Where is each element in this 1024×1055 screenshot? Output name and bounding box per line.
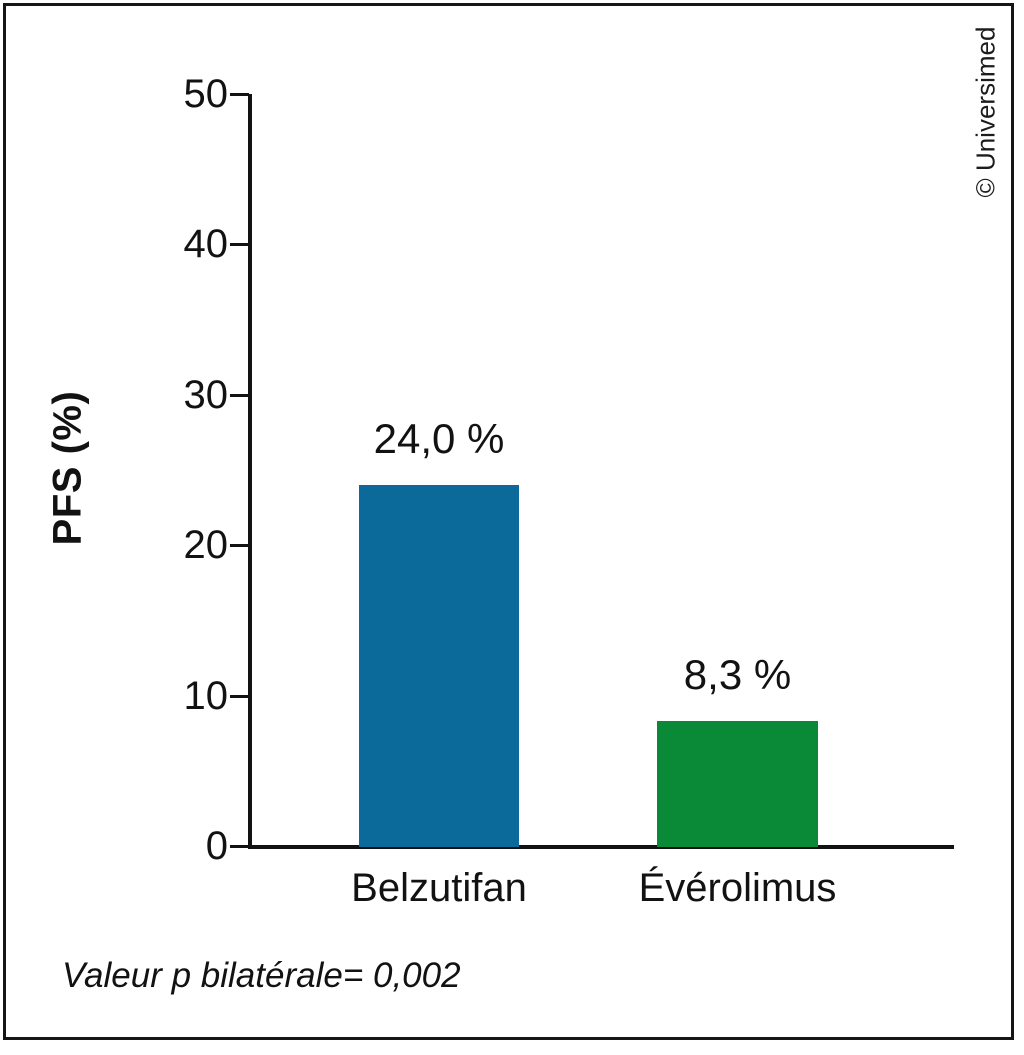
bar-belzutifan	[359, 485, 519, 847]
y-tick-mark	[230, 694, 249, 698]
y-tick-label: 0	[205, 824, 228, 868]
bar-everolimus	[657, 721, 818, 847]
y-tick-mark	[230, 93, 249, 96]
y-tick-mark	[230, 393, 249, 397]
bar-value-label-belzutifan: 24,0 %	[373, 415, 505, 462]
y-tick-label: 10	[183, 673, 229, 718]
x-category-label-belzutifan: Belzutifan	[351, 866, 527, 910]
y-tick-label: 30	[183, 372, 229, 417]
y-tick-mark	[230, 243, 249, 247]
x-category-label-everolimus: Évérolimus	[638, 866, 837, 910]
y-tick-mark	[230, 544, 249, 548]
y-tick-label: 40	[183, 222, 229, 267]
bar-value-label-everolimus: 8,3 %	[683, 651, 792, 698]
copyright-watermark: © Universimed	[970, 26, 1001, 198]
y-tick-label: 50	[183, 72, 229, 116]
y-tick-mark	[230, 845, 249, 848]
p-value-note: Valeur p bilatérale= 0,002	[62, 956, 461, 995]
y-axis-title: PFS (%)	[45, 390, 90, 546]
x-axis-line	[248, 845, 954, 849]
y-axis-line	[248, 94, 252, 849]
y-tick-label: 20	[183, 523, 229, 568]
